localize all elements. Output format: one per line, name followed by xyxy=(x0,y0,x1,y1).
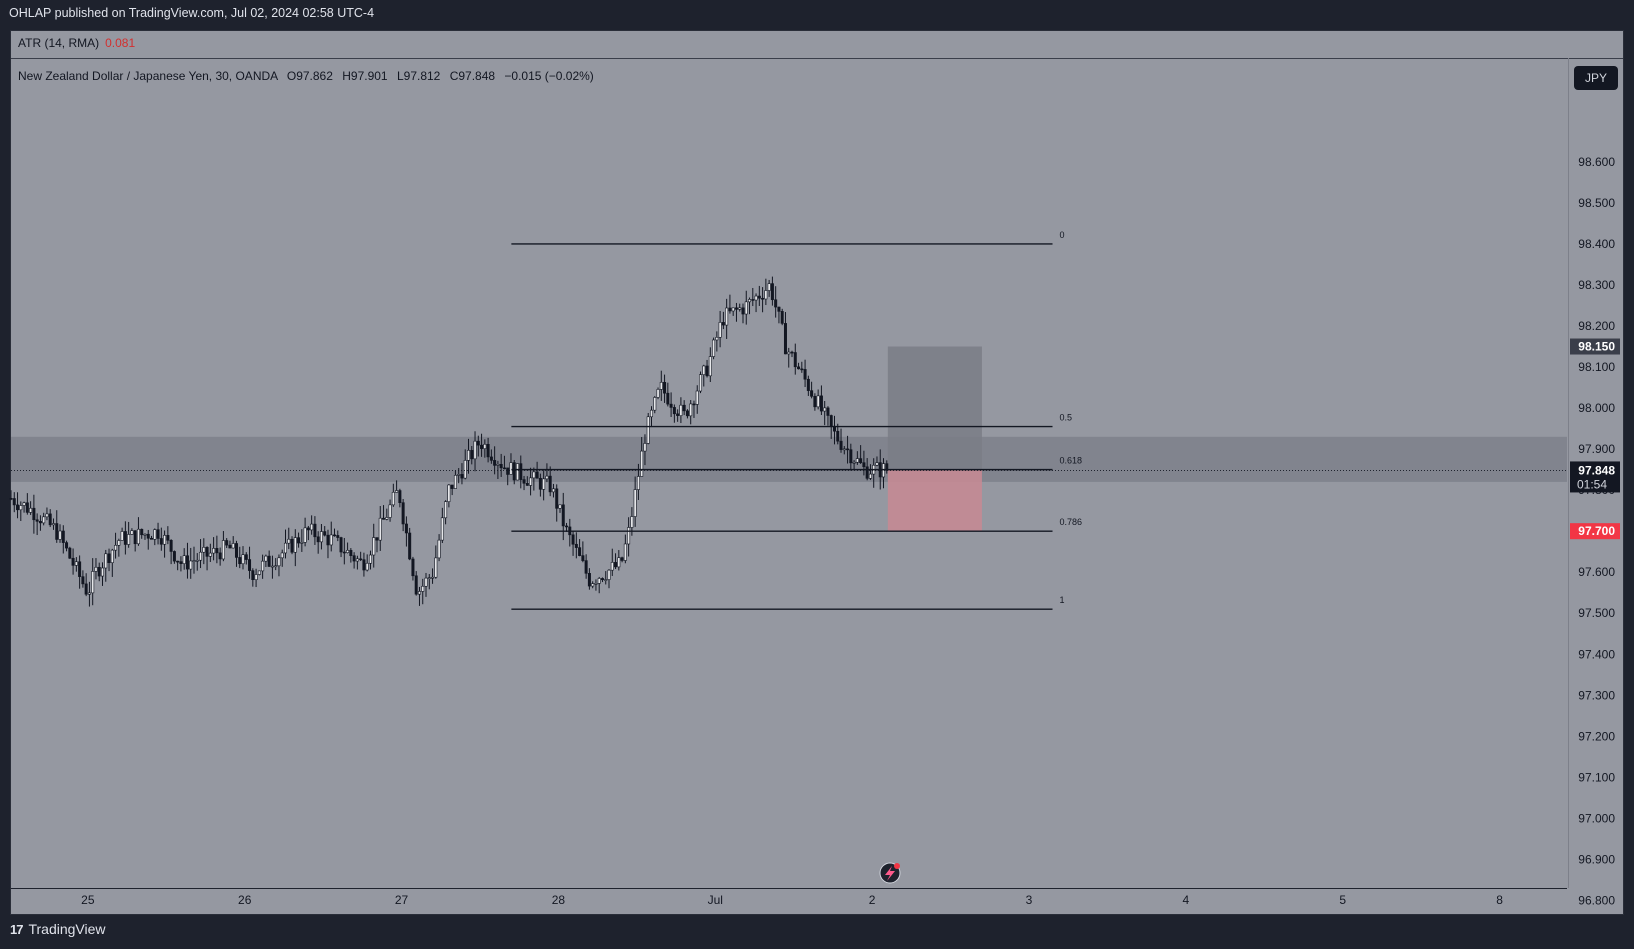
currency-button[interactable]: JPY xyxy=(1574,66,1618,90)
low-key: L xyxy=(396,69,404,83)
brand-name: TradingView xyxy=(28,921,106,937)
change-value: −0.015 (−0.02%) xyxy=(504,69,594,83)
high-key: H xyxy=(342,69,351,83)
symbol-title: New Zealand Dollar / Japanese Yen, 30, O… xyxy=(18,69,278,83)
low-value: 97.812 xyxy=(403,69,441,83)
tradingview-logo-icon: 17 xyxy=(10,921,24,937)
open-value: 97.862 xyxy=(296,69,333,83)
close-key: C xyxy=(449,69,459,83)
symbol-legend[interactable]: New Zealand Dollar / Japanese Yen, 30, O… xyxy=(18,69,594,83)
footer-brand[interactable]: 17 TradingView xyxy=(10,921,106,937)
indicator-legend[interactable]: ATR (14, RMA) 0.081 xyxy=(18,36,135,50)
indicator-value: 0.081 xyxy=(105,36,136,50)
open-key: O xyxy=(286,69,297,83)
indicator-pane: ATR (14, RMA) 0.081 xyxy=(11,31,1623,59)
chart-frame xyxy=(10,30,1624,915)
indicator-name: ATR (14, RMA) xyxy=(18,36,100,50)
publisher-line: OHLAP published on TradingView.com, Jul … xyxy=(9,6,375,20)
price-axis-divider xyxy=(1568,58,1569,888)
high-value: 97.901 xyxy=(350,69,388,83)
time-axis[interactable] xyxy=(11,888,1567,915)
close-value: 97.848 xyxy=(458,69,496,83)
